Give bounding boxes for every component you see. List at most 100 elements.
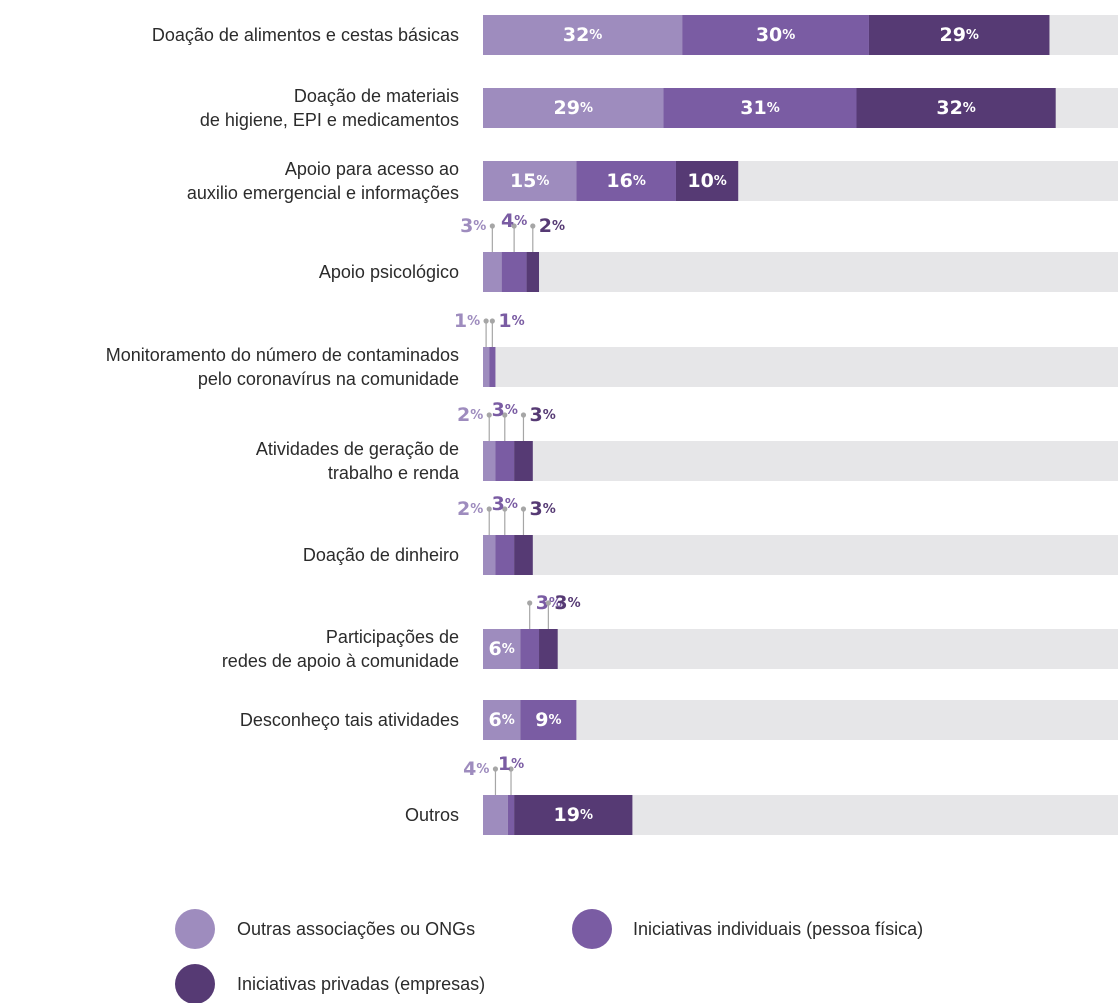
bar-row: Doação de alimentos e cestas básicas 32% 3… bbox=[152, 15, 1118, 55]
leader-dot bbox=[489, 318, 495, 324]
leader-dot bbox=[508, 766, 514, 772]
legend-swatch bbox=[175, 964, 215, 1003]
legend-item: Outras associações ou ONGs bbox=[175, 909, 475, 949]
data-label: 19% bbox=[554, 804, 593, 826]
bar-row: Participações de redes de apoio à comunid… bbox=[222, 592, 1118, 671]
bar-track bbox=[483, 535, 1118, 575]
bar-segment-1 bbox=[483, 629, 521, 669]
bar-segment-2 bbox=[495, 535, 515, 575]
bar-row: Doação de materiais de higiene, EPI e med… bbox=[200, 86, 1118, 130]
data-label: 32% bbox=[563, 24, 602, 46]
bar-segment-2 bbox=[501, 252, 527, 292]
legend-swatch bbox=[175, 909, 215, 949]
bar-row: Atividades de geração de trabalho e renda… bbox=[256, 399, 1118, 483]
bar-segment-1 bbox=[483, 15, 683, 55]
data-label: 3% bbox=[529, 498, 555, 520]
data-label: 30% bbox=[756, 24, 795, 46]
category-label: Outros bbox=[405, 805, 459, 825]
bar-segment-2 bbox=[520, 629, 540, 669]
data-label: 29% bbox=[554, 97, 593, 119]
legend-label: Iniciativas privadas (empresas) bbox=[237, 974, 485, 994]
data-label: 3% bbox=[554, 592, 580, 614]
bar-track bbox=[483, 629, 1118, 669]
bar-segment-3 bbox=[514, 535, 533, 575]
leader-dot bbox=[483, 318, 489, 324]
bar-row: Outros 4% 1% 19% bbox=[405, 753, 1118, 835]
leader-dot bbox=[502, 506, 508, 512]
bar-segment-1 bbox=[483, 795, 508, 835]
bar-segment-1 bbox=[483, 252, 502, 292]
legend-item: Iniciativas individuais (pessoa física) bbox=[572, 909, 923, 949]
bar-segment-2 bbox=[489, 347, 496, 387]
category-label: Apoio para acesso ao auxilio emergencial … bbox=[187, 159, 459, 203]
bar-segment-3 bbox=[539, 629, 558, 669]
category-label: Atividades de geração de trabalho e renda bbox=[256, 439, 460, 483]
bar-track bbox=[483, 252, 1118, 292]
leader-dot bbox=[530, 223, 536, 229]
bars-layer: Doação de alimentos e cestas básicas 32% 3… bbox=[106, 15, 1118, 835]
data-label: 9% bbox=[535, 709, 561, 731]
bar-segment-1 bbox=[483, 161, 577, 201]
data-label: 3% bbox=[492, 493, 518, 515]
leader-dot bbox=[502, 412, 508, 418]
bar-track bbox=[483, 347, 1118, 387]
bar-segment-1 bbox=[483, 441, 496, 481]
legend-swatch bbox=[572, 909, 612, 949]
legend-label: Outras associações ou ONGs bbox=[237, 919, 475, 939]
leader-dot bbox=[486, 506, 492, 512]
data-label: 3% bbox=[529, 404, 555, 426]
data-label: 32% bbox=[936, 97, 975, 119]
data-label: 2% bbox=[457, 498, 483, 520]
category-label: Participações de redes de apoio à comunid… bbox=[222, 627, 459, 671]
data-label: 3% bbox=[492, 399, 518, 421]
leader-dot bbox=[486, 412, 492, 418]
bar-segment-1 bbox=[483, 88, 664, 128]
data-label: 1% bbox=[454, 310, 480, 332]
data-label: 10% bbox=[687, 170, 726, 192]
bar-segment-2 bbox=[576, 161, 676, 201]
bar-segment-3 bbox=[526, 252, 540, 292]
category-label: Desconheço tais atividades bbox=[240, 710, 459, 730]
data-label: 2% bbox=[457, 404, 483, 426]
data-label: 6% bbox=[489, 709, 515, 731]
category-label: Apoio psicológico bbox=[319, 262, 459, 282]
data-label: 4% bbox=[501, 210, 527, 232]
bar-segment-2 bbox=[495, 441, 515, 481]
data-label: 15% bbox=[510, 170, 549, 192]
bar-track bbox=[483, 700, 1118, 740]
leader-dot bbox=[527, 600, 533, 606]
data-label: 31% bbox=[740, 97, 779, 119]
leader-dot bbox=[492, 766, 499, 772]
leader-dot bbox=[511, 223, 517, 229]
legend: Outras associações ou ONGs Iniciativas in… bbox=[175, 909, 923, 1003]
bar-segment-1 bbox=[483, 535, 496, 575]
bar-row: Desconheço tais atividades 6% 9% bbox=[240, 700, 1118, 740]
data-label: 4% bbox=[463, 758, 489, 780]
bar-segment-2 bbox=[682, 15, 869, 55]
category-label: Doação de materiais de higiene, EPI e med… bbox=[200, 86, 459, 130]
category-label: Monitoramento do número de contaminados p… bbox=[106, 345, 459, 389]
bar-segment-3 bbox=[514, 441, 533, 481]
data-label: 3% bbox=[460, 215, 486, 237]
bar-row: Doação de dinheiro 2% 3% 3% bbox=[303, 493, 1118, 575]
bar-segment-2 bbox=[507, 795, 515, 835]
data-label: 16% bbox=[606, 170, 645, 192]
bar-row: Monitoramento do número de contaminados p… bbox=[106, 310, 1118, 389]
data-label: 1% bbox=[498, 753, 524, 775]
legend-item: Iniciativas privadas (empresas) bbox=[175, 964, 485, 1003]
leader-dot bbox=[489, 223, 495, 229]
bar-segment-2 bbox=[663, 88, 857, 128]
data-label: 29% bbox=[939, 24, 978, 46]
bar-segment-1 bbox=[483, 700, 521, 740]
leader-dot bbox=[520, 412, 527, 418]
bar-segment-3 bbox=[856, 88, 1056, 128]
leader-dot bbox=[545, 600, 551, 606]
category-label: Doação de dinheiro bbox=[303, 545, 459, 565]
bar-segment-3 bbox=[868, 15, 1050, 55]
data-label: 3% bbox=[536, 592, 562, 614]
legend-label: Iniciativas individuais (pessoa física) bbox=[633, 919, 923, 939]
data-label: 6% bbox=[489, 638, 515, 660]
data-label: 2% bbox=[539, 215, 565, 237]
bar-segment-3 bbox=[514, 795, 633, 835]
